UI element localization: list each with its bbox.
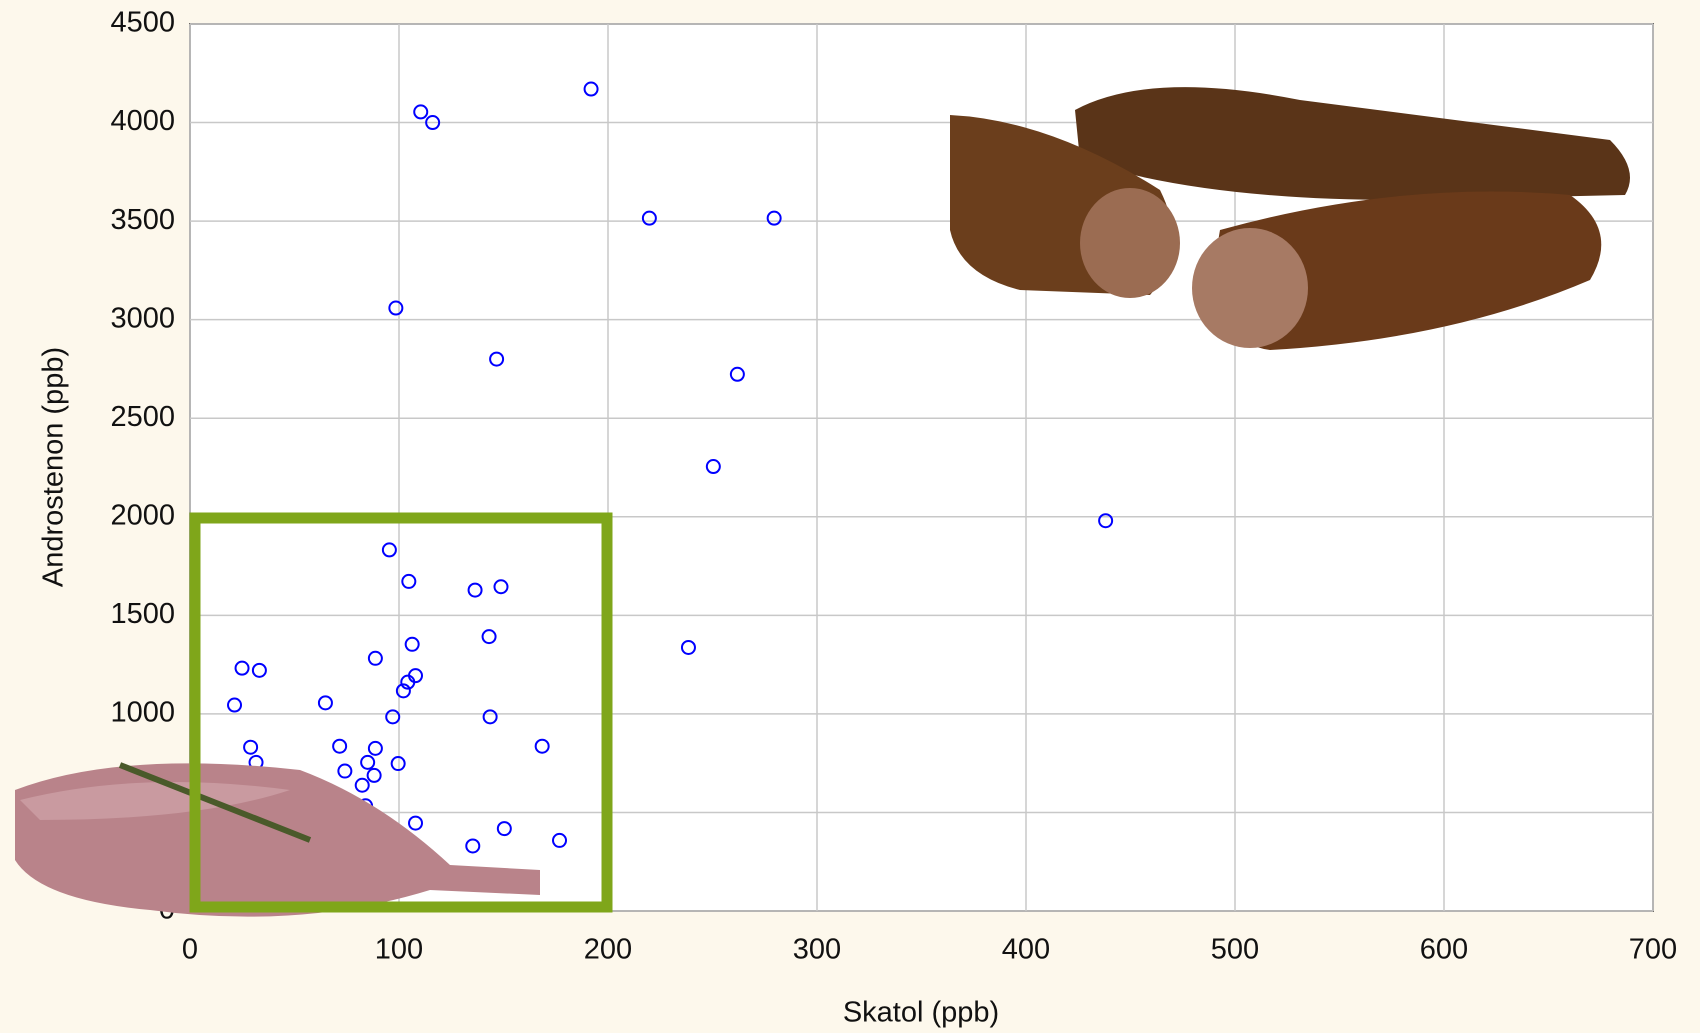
point <box>1098 513 1114 529</box>
point <box>680 639 696 655</box>
x-tick-label: 400 <box>1002 934 1050 966</box>
x-tick-label: 500 <box>1211 934 1259 966</box>
y-tick-label: 2500 <box>110 401 175 433</box>
point <box>390 756 406 772</box>
point <box>496 821 512 837</box>
point <box>388 300 404 316</box>
x-tick-label: 600 <box>1420 934 1468 966</box>
y-tick-label: 3500 <box>110 204 175 236</box>
point <box>534 738 550 754</box>
point <box>641 210 657 226</box>
y-tick-label: 4000 <box>110 105 175 137</box>
point <box>401 573 417 589</box>
point <box>332 738 348 754</box>
point <box>381 542 397 558</box>
point <box>766 210 782 226</box>
point <box>413 104 429 120</box>
y-tick-label: 1000 <box>110 697 175 729</box>
x-tick-label: 700 <box>1629 934 1677 966</box>
point <box>367 740 383 756</box>
point <box>583 81 599 97</box>
point <box>729 366 745 382</box>
point <box>408 815 424 831</box>
point <box>400 674 416 690</box>
point <box>493 579 509 595</box>
point <box>552 832 568 848</box>
x-tick-label: 200 <box>584 934 632 966</box>
point <box>251 662 267 678</box>
y-tick-label: 1500 <box>110 598 175 630</box>
x-tick-label: 0 <box>182 934 198 966</box>
point <box>467 582 483 598</box>
point <box>243 739 259 755</box>
point <box>425 115 441 131</box>
y-axis-label: Androstenon (ppb) <box>38 347 70 587</box>
point <box>234 660 250 676</box>
points <box>227 81 1114 854</box>
point <box>705 459 721 475</box>
point <box>360 754 376 770</box>
point <box>337 763 353 779</box>
point <box>385 709 401 725</box>
x-tick-label: 100 <box>375 934 423 966</box>
point <box>482 709 498 725</box>
point <box>366 767 382 783</box>
point <box>367 650 383 666</box>
x-axis-label: Skatol (ppb) <box>843 997 999 1029</box>
meat-image <box>15 762 540 917</box>
point <box>465 838 481 854</box>
y-tick-label: 3000 <box>110 302 175 334</box>
point <box>404 636 420 652</box>
point <box>489 351 505 367</box>
sausage-image <box>950 87 1630 350</box>
point <box>227 697 243 713</box>
x-tick-label: 300 <box>793 934 841 966</box>
highlight-box <box>189 512 613 913</box>
y-tick-label: 4500 <box>110 7 175 39</box>
point <box>317 695 333 711</box>
point <box>354 777 370 793</box>
y-tick-label: 2000 <box>110 499 175 531</box>
point <box>481 629 497 645</box>
point <box>395 683 411 699</box>
